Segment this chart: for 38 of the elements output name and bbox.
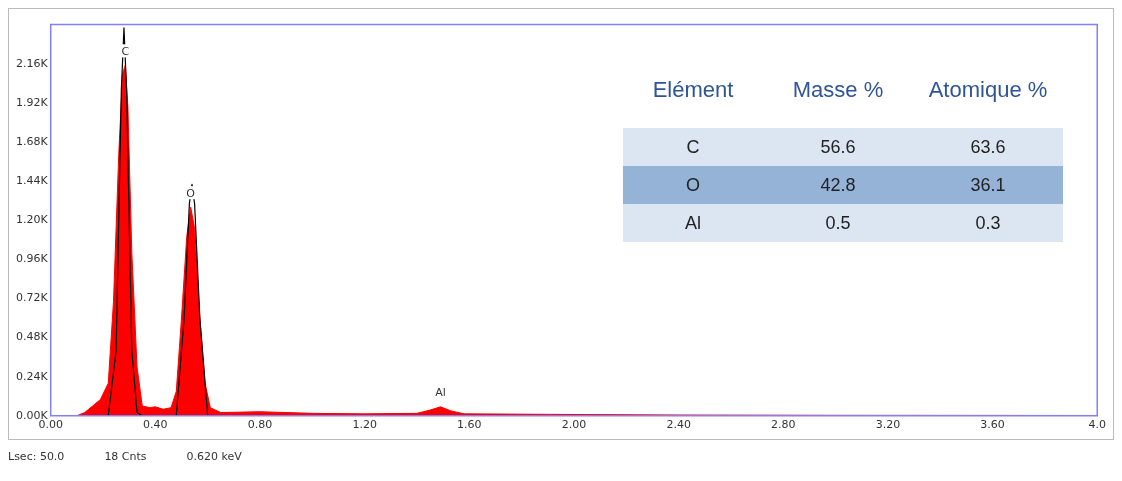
annotation: C [685, 136, 701, 158]
x-tick-label: 2.40 [666, 418, 691, 432]
annotation: 56.6 [819, 136, 857, 158]
x-tick-label: 2.80 [771, 418, 796, 432]
annotation: Masse % [791, 77, 885, 103]
y-tick-label: 2.16K [15, 56, 49, 70]
y-tick-label: 1.92K [15, 95, 49, 109]
y-tick-label: 0.96K [15, 252, 49, 266]
y-tick-label: 0.24K [15, 369, 49, 383]
x-tick-label: 0.40 [143, 418, 168, 432]
x-tick-label: 3.20 [875, 418, 901, 432]
x-tick-label: 0.80 [247, 418, 273, 432]
x-tick-label: 2.00 [561, 418, 587, 432]
annotation: 63.6 [969, 136, 1007, 158]
annotation: 0.3 [974, 212, 1002, 234]
y-tick-label: 0.48K [15, 330, 49, 344]
x-tick-label: 1.60 [457, 418, 482, 432]
annotation: O [685, 174, 701, 196]
x-tick-label: 4.0 [1088, 418, 1106, 432]
annotation: Al [684, 212, 702, 234]
x-tick-label: 1.20 [352, 418, 377, 432]
text: 18 Cnts [104, 450, 147, 463]
x-tick-label: 0.00 [38, 418, 63, 432]
y-tick-label: 1.44K [15, 173, 49, 187]
y-tick-label: 1.68K [15, 134, 49, 148]
text: 0.620 keV [186, 450, 242, 463]
text: Lsec: 50.0 [8, 450, 65, 463]
annotation: 0.5 [824, 212, 852, 234]
annotation: Elément [651, 77, 735, 103]
y-tick-label: 1.20K [15, 213, 49, 227]
annotation: 42.8 [819, 174, 857, 196]
annotation: O [186, 186, 196, 200]
x-tick-label: 3.60 [980, 418, 1005, 432]
y-tick-label: 0.72K [15, 291, 49, 305]
annotation: 36.1 [969, 174, 1007, 196]
annotation: C [121, 44, 130, 58]
annotation: Atomique % [927, 77, 1049, 103]
annotation: Al [435, 386, 446, 400]
